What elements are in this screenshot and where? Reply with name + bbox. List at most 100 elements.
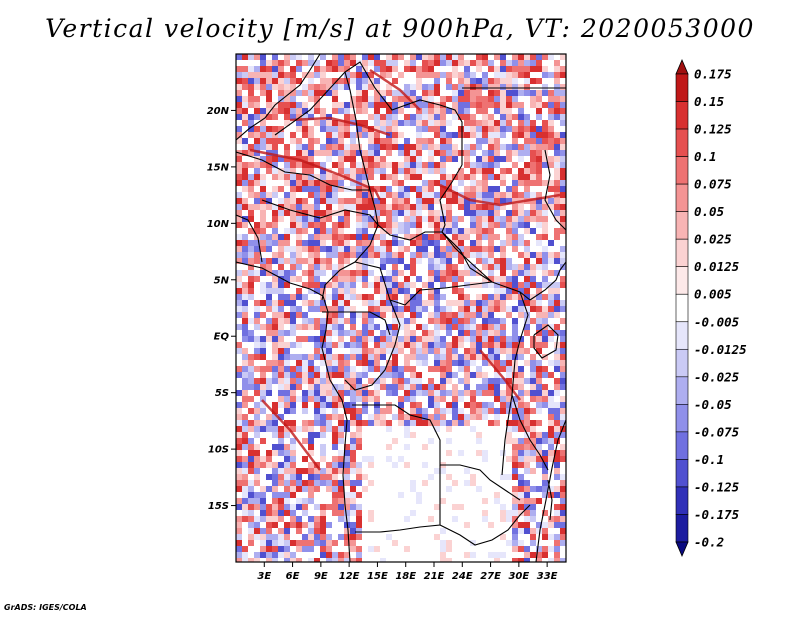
field-cell — [290, 492, 296, 498]
field-cell — [392, 354, 398, 360]
field-cell — [278, 246, 284, 252]
field-cell — [398, 180, 404, 186]
field-cell — [392, 558, 398, 562]
field-cell — [464, 60, 470, 66]
field-cell — [362, 306, 368, 312]
field-cell — [296, 288, 302, 294]
field-cell — [386, 246, 392, 252]
field-cell — [272, 462, 278, 468]
field-cell — [284, 366, 290, 372]
field-cell — [356, 474, 362, 480]
field-cell — [536, 360, 542, 366]
field-cell — [446, 558, 452, 562]
field-cell — [356, 66, 362, 72]
field-cell — [260, 270, 266, 276]
field-cell — [464, 516, 470, 522]
field-cell — [542, 228, 548, 234]
field-cell — [548, 318, 554, 324]
field-cell — [524, 240, 530, 246]
field-cell — [386, 150, 392, 156]
field-cell — [482, 342, 488, 348]
field-cell — [404, 162, 410, 168]
field-cell — [452, 120, 458, 126]
field-cell — [500, 240, 506, 246]
field-cell — [404, 396, 410, 402]
field-cell — [398, 288, 404, 294]
field-cell — [272, 234, 278, 240]
field-cell — [254, 72, 260, 78]
field-cell — [488, 318, 494, 324]
field-cell — [416, 90, 422, 96]
field-cell — [476, 126, 482, 132]
field-cell — [320, 180, 326, 186]
field-cell — [356, 306, 362, 312]
field-cell — [518, 102, 524, 108]
field-cell — [326, 162, 332, 168]
field-cell — [524, 402, 530, 408]
field-cell — [266, 420, 272, 426]
field-cell — [404, 288, 410, 294]
field-cell — [512, 312, 518, 318]
field-cell — [530, 228, 536, 234]
field-cell — [428, 354, 434, 360]
field-cell — [554, 402, 560, 408]
field-cell — [440, 294, 446, 300]
field-cell — [362, 420, 368, 426]
field-cell — [398, 186, 404, 192]
field-cell — [524, 438, 530, 444]
field-cell — [356, 90, 362, 96]
field-cell — [392, 378, 398, 384]
field-cell — [434, 162, 440, 168]
field-cell — [458, 300, 464, 306]
field-cell — [404, 234, 410, 240]
field-cell — [404, 282, 410, 288]
field-cell — [488, 324, 494, 330]
field-cell — [272, 522, 278, 528]
field-cell — [494, 384, 500, 390]
field-cell — [428, 168, 434, 174]
field-cell — [248, 468, 254, 474]
field-cell — [458, 234, 464, 240]
field-cell — [476, 168, 482, 174]
field-cell — [356, 444, 362, 450]
field-cell — [344, 486, 350, 492]
field-cell — [494, 516, 500, 522]
field-cell — [434, 378, 440, 384]
field-cell — [236, 450, 242, 456]
field-cell — [452, 264, 458, 270]
field-cell — [290, 240, 296, 246]
field-cell — [452, 510, 458, 516]
field-cell — [374, 222, 380, 228]
field-cell — [428, 480, 434, 486]
field-cell — [344, 552, 350, 558]
field-cell — [434, 96, 440, 102]
field-cell — [362, 390, 368, 396]
field-cell — [500, 342, 506, 348]
field-cell — [236, 480, 242, 486]
field-cell — [512, 558, 518, 562]
field-cell — [422, 360, 428, 366]
field-cell — [284, 468, 290, 474]
field-cell — [236, 90, 242, 96]
field-cell — [404, 336, 410, 342]
colorbar-label: 0.1 — [694, 149, 717, 164]
field-cell — [536, 288, 542, 294]
field-cell — [392, 540, 398, 546]
field-cell — [440, 558, 446, 562]
field-cell — [416, 78, 422, 84]
field-cell — [374, 114, 380, 120]
field-cell — [476, 462, 482, 468]
field-cell — [254, 534, 260, 540]
field-cell — [530, 378, 536, 384]
field-cell — [386, 444, 392, 450]
field-cell — [374, 522, 380, 528]
field-cell — [404, 420, 410, 426]
field-cell — [308, 534, 314, 540]
field-cell — [458, 492, 464, 498]
field-cell — [272, 288, 278, 294]
field-cell — [386, 288, 392, 294]
field-cell — [398, 540, 404, 546]
field-cell — [242, 114, 248, 120]
field-cell — [254, 504, 260, 510]
field-cell — [248, 108, 254, 114]
